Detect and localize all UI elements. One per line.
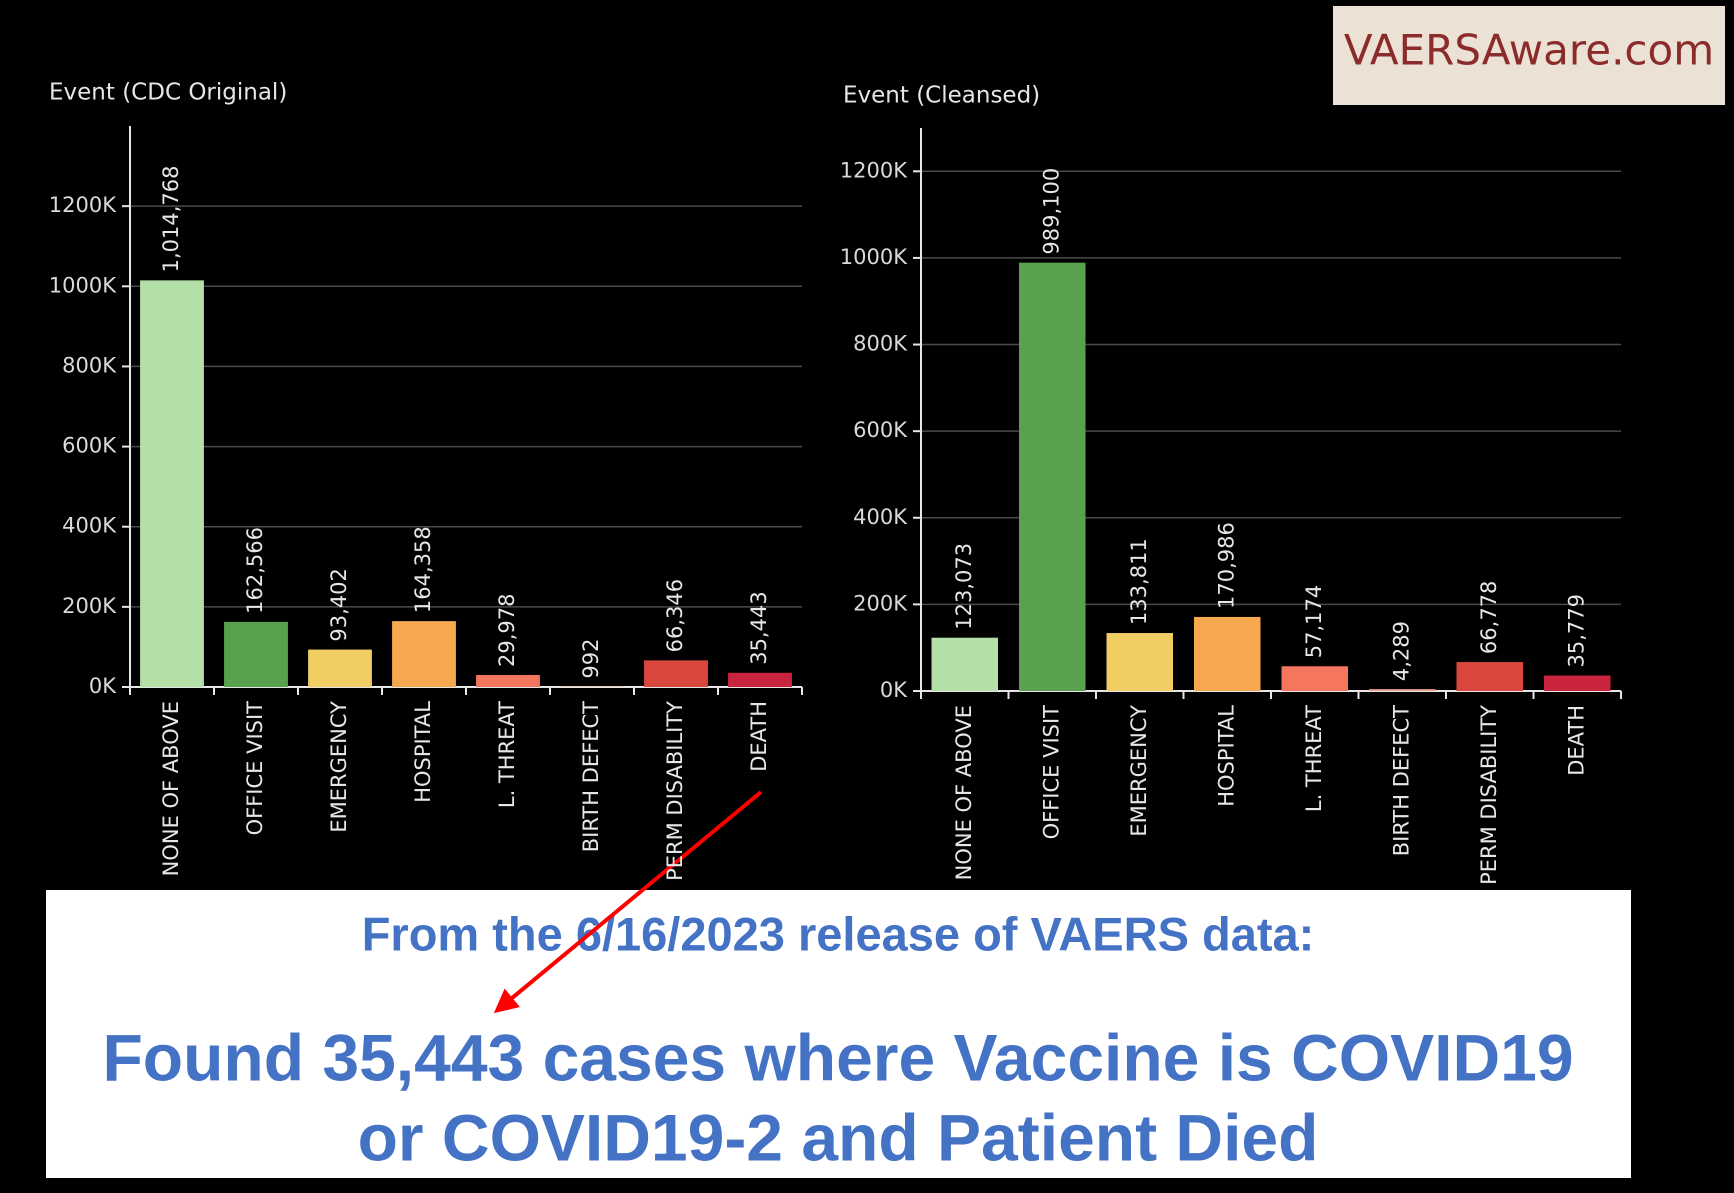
y-tick-label: 0K	[89, 674, 117, 698]
y-tick-label: 800K	[853, 332, 908, 356]
value-label: 133,811	[1127, 538, 1151, 625]
bar	[392, 621, 456, 687]
value-label: 4,289	[1389, 621, 1413, 681]
bar	[1019, 262, 1086, 691]
bar	[224, 621, 288, 687]
x-tick-label: OFFICE VISIT	[1039, 705, 1063, 840]
x-tick-label: HOSPITAL	[1214, 705, 1238, 807]
bar	[728, 672, 792, 687]
y-tick-label: 0K	[880, 678, 908, 702]
caption-headline: Found 35,443 cases where Vaccine is COVI…	[102, 1020, 1573, 1094]
value-label: 164,358	[411, 526, 435, 613]
x-tick-label: PERM DISABILITY	[1477, 705, 1501, 885]
value-label: 170,986	[1214, 522, 1238, 609]
bar	[1369, 689, 1436, 691]
x-tick-label: BIRTH DEFECT	[579, 701, 603, 852]
bar	[1194, 616, 1261, 691]
chart-title: Event (Cleansed)	[843, 83, 1040, 109]
arrow	[493, 790, 763, 1014]
x-tick-label: DEATH	[747, 701, 771, 772]
value-label: 162,566	[243, 527, 267, 614]
x-tick-label: L. THREAT	[1302, 705, 1326, 812]
x-tick-label: NONE OF ABOVE	[952, 705, 976, 880]
y-tick-label: 1000K	[49, 273, 117, 297]
y-tick-label: 400K	[853, 505, 908, 529]
x-tick-label: OFFICE VISIT	[243, 701, 267, 836]
y-tick-label: 400K	[62, 514, 117, 538]
bar	[308, 649, 372, 687]
value-label: 66,346	[663, 579, 687, 652]
value-label: 57,174	[1302, 585, 1326, 658]
bar	[1281, 666, 1348, 691]
bar	[1456, 662, 1523, 691]
y-tick-label: 200K	[62, 594, 117, 618]
value-label: 29,978	[495, 594, 519, 667]
y-tick-label: 200K	[853, 591, 908, 615]
value-label: 35,779	[1564, 594, 1588, 667]
x-tick-label: L. THREAT	[495, 701, 519, 808]
value-label: 989,100	[1039, 168, 1063, 255]
bar	[1544, 675, 1611, 691]
watermark: VAERSAware.com	[1344, 26, 1714, 75]
bar	[1106, 633, 1173, 691]
bar	[931, 637, 998, 691]
y-tick-label: 800K	[62, 353, 117, 377]
value-label: 123,073	[952, 543, 976, 630]
value-label: 66,778	[1477, 581, 1501, 654]
y-tick-label: 1200K	[840, 158, 908, 182]
y-tick-label: 1000K	[840, 245, 908, 269]
chart-title: Event (CDC Original)	[49, 80, 287, 106]
value-label: 93,402	[327, 568, 351, 641]
bar	[644, 660, 708, 687]
caption-line: From the 6/16/2023 release of VAERS data…	[362, 907, 1315, 960]
x-tick-label: BIRTH DEFECT	[1389, 705, 1413, 856]
caption-headline: or COVID19-2 and Patient Died	[358, 1100, 1319, 1174]
value-label: 1,014,768	[159, 165, 183, 272]
x-tick-label: HOSPITAL	[411, 701, 435, 803]
bar	[140, 280, 204, 687]
caption-box	[46, 890, 1631, 1178]
x-tick-label: EMERGENCY	[1127, 705, 1151, 837]
x-tick-label: EMERGENCY	[327, 701, 351, 833]
value-label: 35,443	[747, 591, 771, 664]
bar	[476, 674, 540, 687]
y-tick-label: 1200K	[49, 193, 117, 217]
y-tick-label: 600K	[853, 418, 908, 442]
x-tick-label: NONE OF ABOVE	[159, 701, 183, 876]
x-tick-label: PERM DISABILITY	[663, 701, 687, 881]
watermark-box	[1333, 6, 1725, 105]
x-tick-label: DEATH	[1564, 705, 1588, 776]
value-label: 992	[579, 639, 603, 679]
y-tick-label: 600K	[62, 434, 117, 458]
